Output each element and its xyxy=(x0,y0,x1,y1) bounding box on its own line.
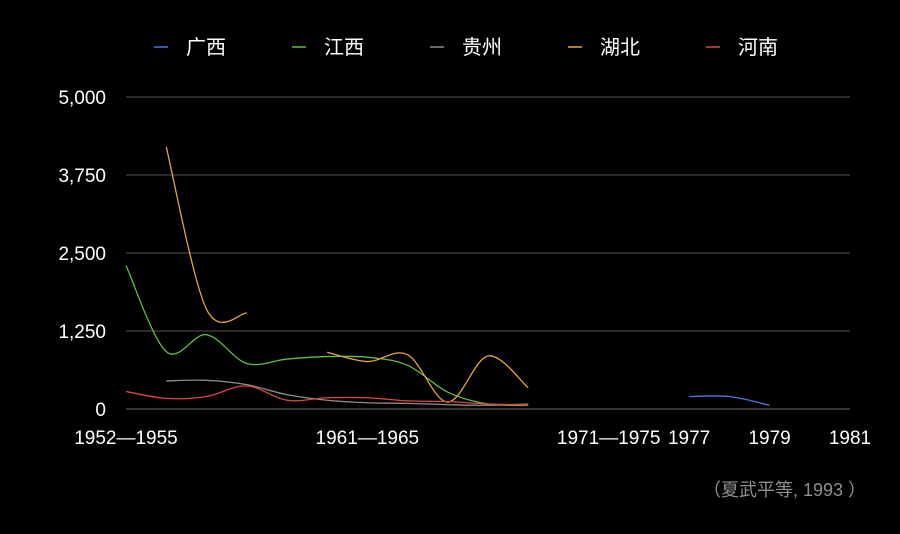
series-line xyxy=(689,395,770,406)
x-tick-label: 1971—1975 xyxy=(557,428,661,449)
legend-label: 湖北 xyxy=(600,36,640,59)
legend: 广西 江西 贵州 湖北 河南 xyxy=(154,36,778,59)
legend-label: 贵州 xyxy=(462,36,502,59)
series-line xyxy=(125,385,529,406)
series-line xyxy=(125,265,529,407)
gridlines xyxy=(126,96,850,410)
series-line xyxy=(326,351,529,403)
series-湖北 xyxy=(165,146,529,403)
x-tick-label: 1977 xyxy=(668,428,710,449)
y-tick-label: 1,250 xyxy=(58,322,106,343)
series-广西 xyxy=(689,395,770,406)
x-tick-label: 1979 xyxy=(748,428,790,449)
y-axis-ticks: 0 1,250 2,500 3,750 5,000 xyxy=(58,88,106,421)
source-annotation: （夏武平等, 1993 ） xyxy=(703,480,866,500)
x-tick-label: 1952—1955 xyxy=(74,428,178,449)
x-tick-label: 1981 xyxy=(829,428,871,449)
x-tick-label: 1961—1965 xyxy=(316,428,420,449)
series-line xyxy=(165,146,247,323)
legend-label: 河南 xyxy=(738,36,778,59)
x-axis-ticks: 1952—1955 1961—1965 1971—1975 1977 1979 1981 xyxy=(74,428,871,449)
series-贵州 xyxy=(166,379,529,406)
y-tick-label: 5,000 xyxy=(58,88,106,109)
y-tick-label: 3,750 xyxy=(58,166,106,187)
y-tick-label: 2,500 xyxy=(58,244,106,265)
legend-label: 江西 xyxy=(324,36,364,59)
legend-label: 广西 xyxy=(186,36,226,59)
y-tick-label: 0 xyxy=(95,400,106,421)
series-江西 xyxy=(125,265,529,407)
series-河南 xyxy=(125,385,529,406)
series-lines xyxy=(125,146,770,407)
series-line xyxy=(166,379,529,406)
